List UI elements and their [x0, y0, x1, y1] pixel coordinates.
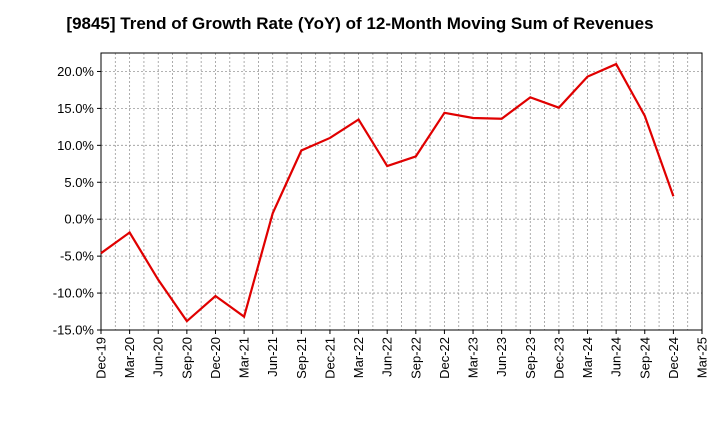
x-tick-label: Mar-20	[122, 337, 137, 378]
y-tick-label: 15.0%	[57, 101, 94, 116]
x-tick-label: Sep-21	[294, 337, 309, 379]
x-tick-label: Dec-21	[322, 337, 337, 379]
y-tick-label: 5.0%	[64, 175, 94, 190]
x-tick-label: Dec-24	[666, 337, 681, 379]
y-tick-label: 20.0%	[57, 64, 94, 79]
x-tick-label: Mar-24	[580, 337, 595, 378]
x-tick-label: Mar-22	[351, 337, 366, 378]
y-tick-label: 10.0%	[57, 138, 94, 153]
y-tick-label: -15.0%	[53, 323, 95, 338]
plot-area	[101, 53, 702, 330]
x-tick-label: Jun-23	[494, 337, 509, 377]
x-tick-label: Mar-23	[466, 337, 481, 378]
chart-title: [9845] Trend of Growth Rate (YoY) of 12-…	[66, 14, 654, 33]
plot-frame	[100, 52, 703, 331]
x-tick-label: Sep-22	[408, 337, 423, 379]
x-tick-label: Dec-22	[437, 337, 452, 379]
x-tick-label: Sep-20	[179, 337, 194, 379]
x-tick-label: Mar-21	[237, 337, 252, 378]
y-tick-label: -5.0%	[60, 249, 94, 264]
x-tick-label: Dec-20	[208, 337, 223, 379]
x-tick-label: Jun-24	[609, 337, 624, 377]
x-tick-label: Jun-21	[265, 337, 280, 377]
x-tick-label: Jun-22	[380, 337, 395, 377]
y-tick-label: 0.0%	[64, 212, 94, 227]
x-tick-label: Sep-23	[523, 337, 538, 379]
x-tick-label: Dec-23	[551, 337, 566, 379]
x-tick-label: Jun-20	[151, 337, 166, 377]
y-tick-label: -10.0%	[53, 286, 95, 301]
x-tick-label: Mar-25	[695, 337, 710, 378]
x-tick-label: Sep-24	[637, 337, 652, 379]
x-tick-label: Dec-19	[94, 337, 109, 379]
